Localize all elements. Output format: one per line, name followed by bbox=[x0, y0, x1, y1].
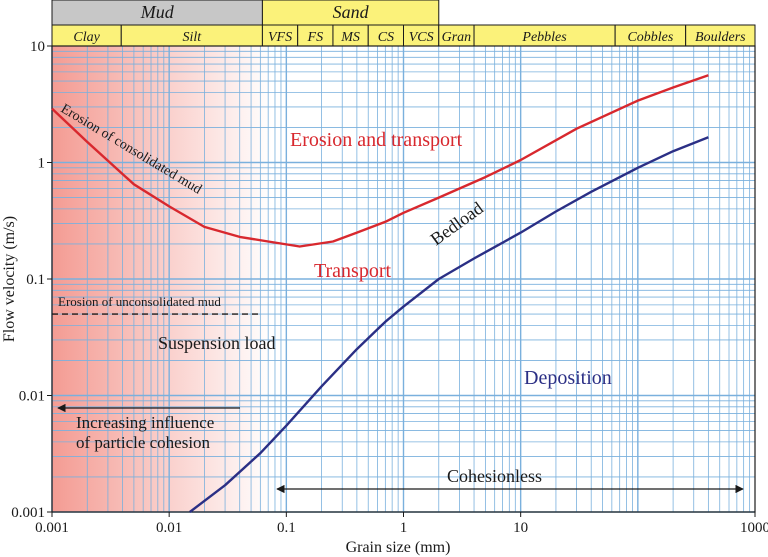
x-tick-label: 1000 bbox=[740, 520, 768, 536]
grain-class-header: Mud Sand Clay Silt VFS FS MS CS VCS Gran Pebbles Co… bbox=[51, 0, 756, 47]
y-tick-label: 1 bbox=[38, 156, 46, 172]
y-tick-label: 0.001 bbox=[11, 505, 45, 521]
erosion-curve bbox=[51, 74, 709, 248]
unconsolidated-mud-label: Erosion of unconsolidated mud bbox=[58, 294, 221, 309]
class-group-label: Mud bbox=[140, 2, 175, 22]
x-tick-label: 0.001 bbox=[35, 520, 69, 536]
size-class-label: CS bbox=[378, 30, 394, 45]
annotation-cohesionless: Cohesionless bbox=[447, 466, 542, 486]
class-group-cell bbox=[51, 0, 263, 26]
size-class-label: FS bbox=[307, 30, 324, 45]
size-class-label: Clay bbox=[73, 30, 100, 45]
x-tick-label: 10 bbox=[513, 520, 528, 536]
x-tick-label: 0.1 bbox=[277, 520, 296, 536]
annotation-transport: Transport bbox=[314, 260, 391, 282]
annotation-cohesion-line1: Increasing influence bbox=[76, 413, 214, 432]
size-class-label: Gran bbox=[442, 30, 472, 45]
y-tick-label: 0.01 bbox=[19, 389, 45, 405]
series-group bbox=[51, 74, 709, 513]
annotation-deposition: Deposition bbox=[524, 367, 612, 389]
x-axis-label: Grain size (mm) bbox=[346, 539, 451, 556]
x-tick-label: 1 bbox=[400, 520, 408, 536]
size-class-label: VCS bbox=[409, 30, 434, 45]
annotation-suspension-load: Suspension load bbox=[158, 333, 276, 353]
size-class-label: Boulders bbox=[695, 30, 746, 45]
y-axis-label: Flow velocity (m/s) bbox=[1, 216, 18, 342]
grid bbox=[51, 46, 755, 513]
size-class-label: VFS bbox=[268, 30, 292, 45]
size-class-label: Silt bbox=[182, 30, 202, 45]
y-tick-label: 0.1 bbox=[26, 272, 45, 288]
size-class-label: MS bbox=[340, 30, 360, 45]
y-tick-label: 10 bbox=[30, 39, 45, 55]
class-group-cell bbox=[261, 0, 440, 26]
deposition-curve bbox=[189, 136, 709, 513]
size-class-label: Cobbles bbox=[627, 30, 673, 45]
x-tick-label: 0.01 bbox=[156, 520, 182, 536]
axes: 0.001 0.01 0.1 1 10 1000 10 1 0.1 0.01 0.001 bbox=[11, 39, 768, 536]
class-group-label: Sand bbox=[333, 2, 370, 22]
annotation-erosion-and-transport: Erosion and transport bbox=[290, 129, 463, 151]
annotation-cohesion-line2: of particle cohesion bbox=[76, 433, 211, 452]
size-class-label: Pebbles bbox=[521, 30, 567, 45]
